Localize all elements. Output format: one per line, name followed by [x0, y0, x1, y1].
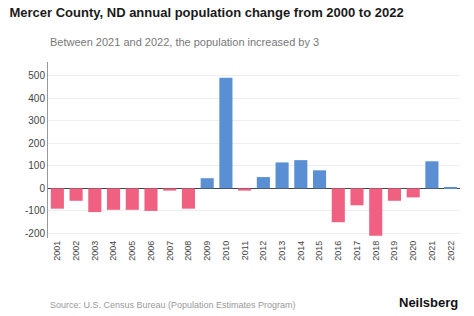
svg-text:Mercer County, ND annual popul: Mercer County, ND annual population chan… — [9, 5, 403, 20]
svg-text:2008: 2008 — [183, 241, 193, 261]
svg-text:Between 2021 and 2022, the pop: Between 2021 and 2022, the population in… — [50, 36, 319, 48]
svg-text:Neilsberg: Neilsberg — [399, 295, 458, 310]
svg-text:2020: 2020 — [408, 241, 418, 261]
svg-text:2015: 2015 — [314, 241, 324, 261]
svg-text:2012: 2012 — [258, 241, 268, 261]
svg-text:2022: 2022 — [446, 241, 456, 261]
svg-text:200: 200 — [28, 138, 45, 149]
svg-text:2009: 2009 — [202, 241, 212, 261]
svg-text:2004: 2004 — [108, 241, 118, 261]
svg-text:0: 0 — [39, 183, 45, 194]
svg-text:Source: U.S. Census Bureau (Po: Source: U.S. Census Bureau (Population E… — [50, 300, 296, 310]
svg-text:2002: 2002 — [71, 241, 81, 261]
svg-text:2001: 2001 — [52, 241, 62, 261]
svg-text:2018: 2018 — [371, 241, 381, 261]
svg-text:2010: 2010 — [221, 241, 231, 261]
svg-text:2017: 2017 — [352, 241, 362, 261]
svg-text:300: 300 — [28, 115, 45, 126]
svg-text:2007: 2007 — [165, 241, 175, 261]
svg-text:2013: 2013 — [277, 241, 287, 261]
svg-text:2019: 2019 — [389, 241, 399, 261]
svg-text:2003: 2003 — [90, 241, 100, 261]
svg-text:-200: -200 — [25, 228, 45, 239]
svg-text:2011: 2011 — [240, 241, 250, 260]
svg-text:500: 500 — [28, 70, 45, 81]
svg-text:400: 400 — [28, 93, 45, 104]
svg-text:2006: 2006 — [146, 241, 156, 261]
svg-text:-100: -100 — [25, 205, 45, 216]
svg-text:2016: 2016 — [333, 241, 343, 261]
svg-text:2021: 2021 — [427, 241, 437, 261]
svg-text:2005: 2005 — [127, 241, 137, 261]
svg-text:100: 100 — [28, 160, 45, 171]
svg-text:2014: 2014 — [296, 241, 306, 261]
